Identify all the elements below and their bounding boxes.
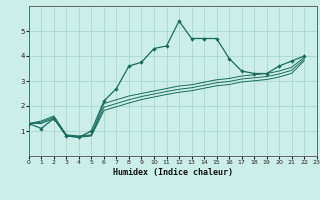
- X-axis label: Humidex (Indice chaleur): Humidex (Indice chaleur): [113, 168, 233, 177]
